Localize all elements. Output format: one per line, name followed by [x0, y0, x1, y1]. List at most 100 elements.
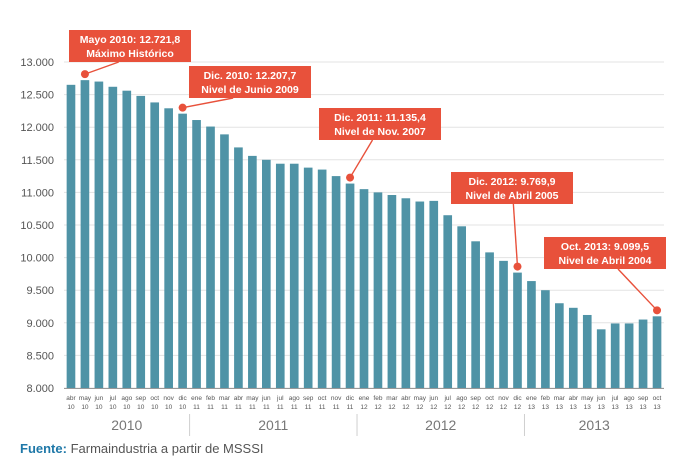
x-tick-year: 10 [123, 404, 131, 411]
y-tick-label: 12.000 [20, 122, 54, 134]
x-tick-year: 12 [416, 404, 424, 411]
annotation-text: Dic. 2012: 9.769,9 [469, 176, 556, 188]
x-tick-month: sep [136, 395, 147, 402]
x-tick-month: nov [331, 395, 342, 402]
x-tick-month: ene [191, 395, 202, 402]
bar [220, 134, 229, 388]
bar [192, 120, 201, 388]
x-tick-year: 10 [165, 404, 173, 411]
y-tick-label: 8.000 [26, 383, 54, 395]
annotation-subtext: Nivel de Abril 2004 [559, 255, 652, 267]
bar [345, 183, 355, 388]
bar [150, 102, 160, 388]
x-tick-year: 11 [347, 404, 354, 411]
x-tick-year: 11 [221, 404, 228, 411]
x-tick-month: jul [611, 395, 619, 402]
source-label: Fuente: [20, 441, 67, 456]
x-tick-month: mar [386, 395, 398, 402]
x-tick-month: sep [470, 395, 481, 402]
x-tick-year: 11 [263, 404, 270, 411]
annotation-dot [80, 70, 89, 79]
bar [178, 113, 187, 388]
annotation-text: Dic. 2011: 11.135,4 [334, 112, 426, 124]
x-tick-year: 12 [458, 404, 466, 411]
x-tick-month: nov [163, 395, 174, 402]
x-tick-month: dic [178, 395, 187, 402]
bar [568, 307, 578, 388]
x-tick-year: 12 [444, 404, 452, 411]
bar [582, 314, 592, 388]
bar [248, 155, 257, 388]
x-tick-month: oct [485, 395, 494, 402]
x-tick-month: jul [443, 395, 451, 402]
annotation-text: Dic. 2010: 12.207,7 [204, 70, 297, 82]
annotation-subtext: Máximo Histórico [86, 48, 174, 60]
annotation-dot [513, 262, 522, 271]
annotation-box [69, 30, 191, 62]
bar [401, 198, 411, 388]
bar [108, 86, 118, 388]
bar [429, 200, 439, 388]
x-tick-month: jun [94, 395, 104, 402]
x-tick-month: jun [261, 395, 271, 402]
x-tick-year: 11 [305, 404, 312, 411]
bar [262, 159, 271, 388]
bar [303, 167, 313, 388]
bar [541, 290, 550, 388]
x-tick-month: feb [541, 395, 550, 402]
x-tick-month: abr [234, 395, 244, 402]
annotation-box [544, 237, 666, 269]
bar [373, 192, 383, 388]
x-tick-month: mar [554, 395, 566, 402]
bar [610, 323, 620, 388]
bar [331, 176, 341, 388]
y-tick-label: 12.500 [20, 90, 54, 102]
year-group-label: 2013 [579, 417, 610, 433]
bar [513, 272, 522, 388]
x-tick-year: 13 [528, 404, 536, 411]
bar [359, 189, 369, 388]
x-tick-year: 12 [374, 404, 382, 411]
bar [317, 169, 327, 388]
annotation-text: Mayo 2010: 12.721,8 [80, 34, 181, 46]
x-tick-month: oct [318, 395, 327, 402]
annotation-dot [653, 306, 662, 315]
annotation-dot [178, 103, 187, 112]
bar [499, 260, 508, 388]
x-tick-month: may [414, 395, 427, 402]
x-tick-month: may [79, 395, 92, 402]
x-tick-month: ago [456, 395, 467, 402]
bar [275, 163, 285, 388]
annotation-box [189, 66, 311, 98]
x-tick-month: jun [428, 395, 438, 402]
bar [164, 108, 173, 389]
y-tick-label: 13.000 [20, 57, 54, 69]
annotation-text: Oct. 2013: 9.099,5 [561, 241, 649, 253]
annotation-connector [182, 97, 234, 109]
bar [624, 323, 634, 388]
bar [136, 95, 146, 389]
x-tick-month: jul [276, 395, 284, 402]
year-group-label: 2012 [425, 417, 456, 433]
annotation-connector [512, 203, 519, 267]
bar [206, 126, 215, 388]
source-note: Fuente: Farmaindustria a partir de MSSSI [20, 441, 263, 456]
x-tick-year: 10 [81, 404, 89, 411]
y-tick-label: 9.000 [26, 318, 54, 330]
annotation-dot [346, 173, 355, 182]
x-tick-year: 11 [291, 404, 298, 411]
bar [415, 201, 425, 388]
year-group-label: 2010 [111, 417, 142, 433]
bar [485, 252, 494, 388]
x-tick-month: ene [526, 395, 537, 402]
bar [471, 241, 480, 388]
x-tick-year: 13 [612, 404, 620, 411]
x-tick-month: may [246, 395, 259, 402]
x-tick-year: 13 [653, 404, 661, 411]
bar [387, 195, 397, 388]
year-group-label: 2011 [258, 417, 288, 433]
bar [443, 215, 453, 388]
bar [555, 303, 564, 388]
x-tick-year: 10 [95, 404, 103, 411]
